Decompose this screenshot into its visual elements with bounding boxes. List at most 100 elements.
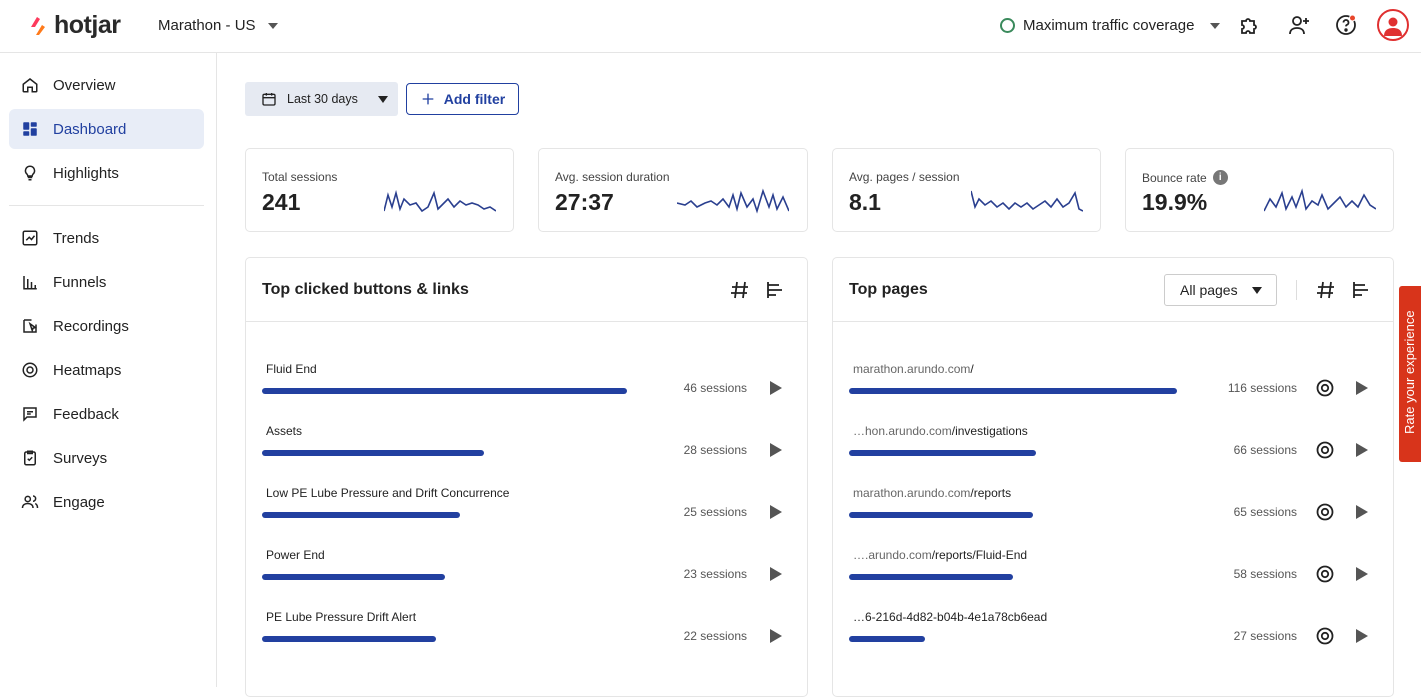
list-item[interactable]: marathon.arundo.com/116 sessions xyxy=(833,362,1393,424)
url-prefix: marathon.arundo.com xyxy=(853,486,971,500)
add-filter-button[interactable]: Add filter xyxy=(406,83,519,115)
sidebar-item-dashboard[interactable]: Dashboard xyxy=(9,109,204,149)
add-filter-label: Add filter xyxy=(443,91,506,107)
survey-icon xyxy=(24,450,36,466)
hash-icon[interactable] xyxy=(1316,280,1336,300)
play-icon[interactable] xyxy=(1355,628,1369,644)
row-count: 116 sessions xyxy=(1227,381,1297,395)
metric-value: 8.1 xyxy=(849,189,881,215)
help-icon[interactable] xyxy=(1334,13,1358,37)
traffic-label: Maximum traffic coverage xyxy=(1023,17,1195,34)
list-item[interactable]: …6-216d-4d82-b04b-4e1a78cb6ead 27 session… xyxy=(833,610,1393,672)
sidebar-divider xyxy=(9,205,204,206)
play-icon[interactable] xyxy=(769,380,783,396)
chevron-down-icon xyxy=(377,95,388,103)
list-item[interactable]: ….arundo.com/reports/Fluid-End 58 session… xyxy=(833,548,1393,610)
play-icon[interactable] xyxy=(769,442,783,458)
heatmap-icon[interactable] xyxy=(1316,503,1334,521)
recordings-icon xyxy=(23,319,37,333)
trends-icon xyxy=(22,230,38,246)
hash-icon[interactable] xyxy=(730,280,750,300)
list-item[interactable]: marathon.arundo.com/reports 65 sessions xyxy=(833,486,1393,548)
rate-experience-tab[interactable]: Rate your experience xyxy=(1399,286,1421,462)
panel-title: Top pages xyxy=(849,281,928,298)
heatmap-icon[interactable] xyxy=(1316,565,1334,583)
panel-header: Top pages All pages xyxy=(833,258,1393,322)
status-ring-icon xyxy=(1000,18,1015,33)
sparkline xyxy=(384,189,496,213)
top-bar: hotjar Marathon - US Maximum traffic cov… xyxy=(0,0,1421,53)
sidebar-item-trends[interactable]: Trends xyxy=(9,218,204,258)
dashboard-icon xyxy=(23,122,37,136)
row-label: ….arundo.com/reports/Fluid-End xyxy=(853,548,1027,562)
site-selector[interactable]: Marathon - US xyxy=(158,17,278,34)
play-icon[interactable] xyxy=(769,504,783,520)
heatmap-icon[interactable] xyxy=(1316,627,1334,645)
sidebar-item-funnels[interactable]: Funnels xyxy=(9,262,204,302)
url-prefix: marathon.arundo.com xyxy=(853,362,971,376)
sidebar-item-surveys[interactable]: Surveys xyxy=(9,438,204,478)
sidebar-item-label: Recordings xyxy=(53,317,129,335)
play-icon[interactable] xyxy=(1355,566,1369,582)
play-icon[interactable] xyxy=(769,628,783,644)
invite-user-icon[interactable] xyxy=(1287,13,1311,37)
url-path: …6-216d-4d82-b04b-4e1a78cb6ead xyxy=(853,610,1048,624)
row-label: marathon.arundo.com/reports xyxy=(853,486,1011,500)
integrations-icon[interactable] xyxy=(1238,13,1262,37)
url-path: / xyxy=(970,362,974,376)
row-bar xyxy=(849,574,1013,580)
engage-icon xyxy=(21,495,39,509)
sidebar-item-feedback[interactable]: Feedback xyxy=(9,394,204,434)
row-count: 46 sessions xyxy=(683,381,747,395)
avatar[interactable] xyxy=(1377,9,1409,41)
row-count: 22 sessions xyxy=(683,629,747,643)
sidebar-item-engage[interactable]: Engage xyxy=(9,482,204,522)
metric-card-total-sessions: Total sessions 241 xyxy=(245,148,514,232)
traffic-coverage-selector[interactable]: Maximum traffic coverage xyxy=(1000,17,1221,34)
hotjar-logo[interactable]: hotjar xyxy=(28,11,121,40)
heatmap-icon[interactable] xyxy=(1316,441,1334,459)
row-bar xyxy=(262,512,460,518)
play-icon[interactable] xyxy=(1355,380,1369,396)
logo-text: hotjar xyxy=(54,11,121,39)
user-avatar-icon xyxy=(1384,17,1402,36)
sidebar: Overview Dashboard Highlights Trends Fun… xyxy=(0,53,217,687)
lightbulb-icon xyxy=(24,165,36,181)
sidebar-item-heatmaps[interactable]: Heatmaps xyxy=(9,350,204,390)
chevron-down-icon xyxy=(1210,22,1221,29)
list-item[interactable]: …hon.arundo.com/investigations 66 session… xyxy=(833,424,1393,486)
row-bar xyxy=(849,636,925,642)
info-icon[interactable]: i xyxy=(1212,170,1228,185)
sidebar-item-overview[interactable]: Overview xyxy=(9,65,204,105)
row-bar xyxy=(849,388,1177,394)
metric-label: Bounce rate xyxy=(1142,170,1207,185)
sparkline xyxy=(1264,188,1376,212)
row-label: …hon.arundo.com/investigations xyxy=(853,424,1028,438)
bar-list-icon[interactable] xyxy=(1351,280,1371,300)
play-icon[interactable] xyxy=(769,566,783,582)
play-icon[interactable] xyxy=(1355,442,1369,458)
row-bar xyxy=(262,636,436,642)
metric-card-bounce-rate: Bounce rate i 19.9% xyxy=(1125,148,1394,232)
play-icon[interactable] xyxy=(1355,504,1369,520)
row-label: Assets xyxy=(266,424,303,438)
sidebar-item-highlights[interactable]: Highlights xyxy=(9,153,204,193)
row-bar xyxy=(262,450,484,456)
date-range-selector[interactable]: Last 30 days xyxy=(245,82,398,116)
sidebar-item-recordings[interactable]: Recordings xyxy=(9,306,204,346)
heatmap-icon[interactable] xyxy=(1316,379,1334,397)
row-bar xyxy=(849,450,1036,456)
row-count: 65 sessions xyxy=(1233,505,1297,519)
list-item: PE Lube Pressure Drift Alert 22 sessions xyxy=(246,610,807,672)
pages-filter-select[interactable]: All pages xyxy=(1164,274,1277,306)
row-count: 27 sessions xyxy=(1233,629,1297,643)
rate-experience-label: Rate your experience xyxy=(1402,310,1417,434)
feedback-icon xyxy=(23,407,37,422)
row-label: marathon.arundo.com/ xyxy=(853,362,974,376)
bar-list-icon[interactable] xyxy=(765,280,785,300)
plus-icon xyxy=(422,93,434,105)
row-label: Fluid End xyxy=(266,362,317,376)
row-count: 66 sessions xyxy=(1233,443,1297,457)
top-pages-panel: Top pages All pages marathon.arundo.com/… xyxy=(832,257,1394,697)
row-count: 58 sessions xyxy=(1233,567,1297,581)
